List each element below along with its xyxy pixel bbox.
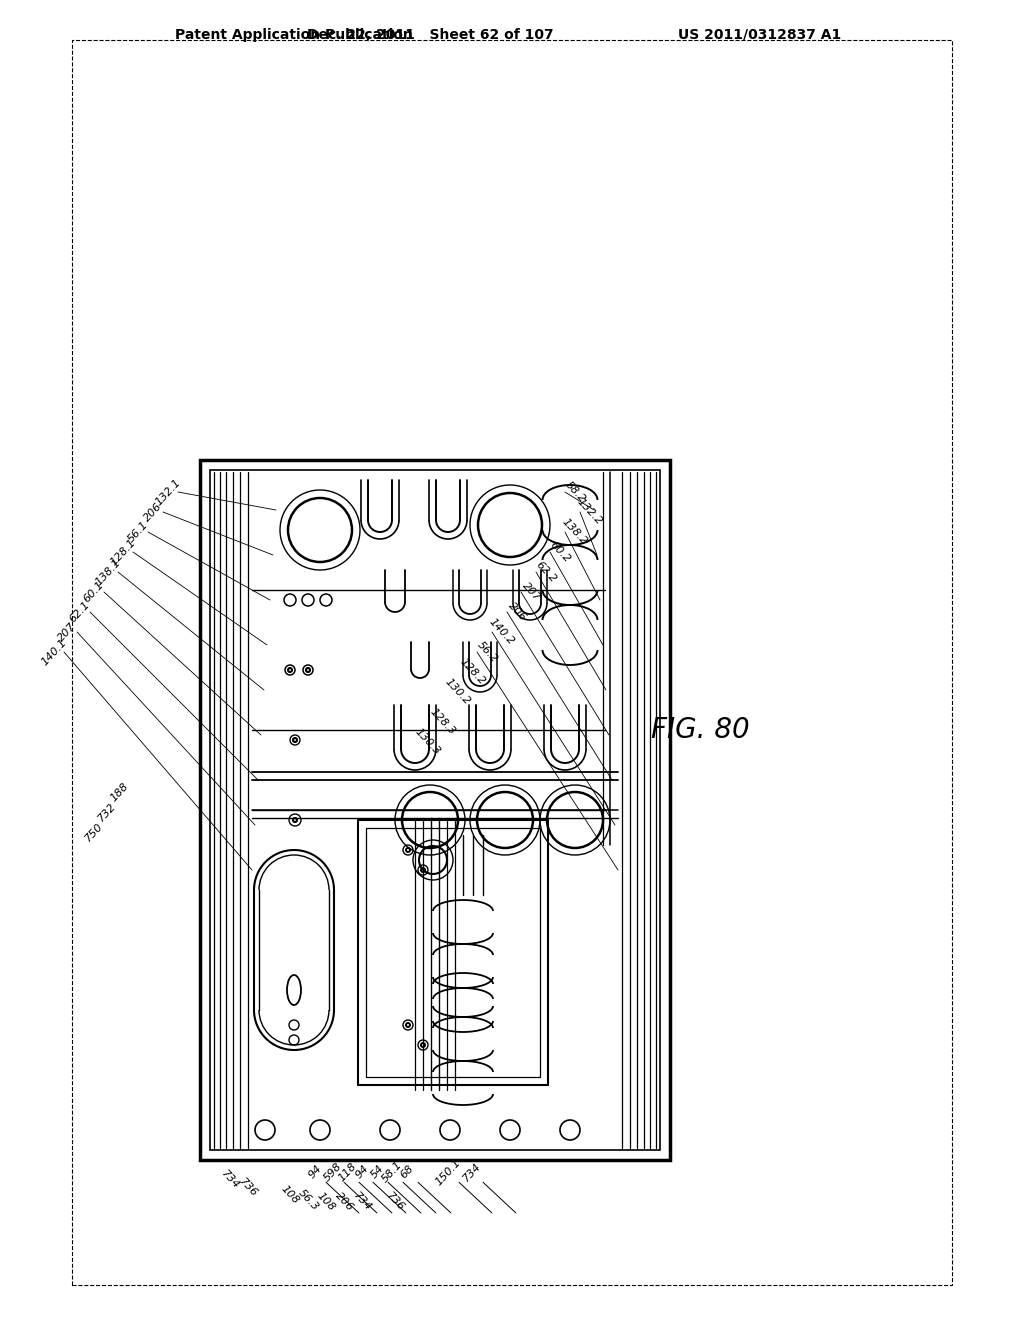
Text: 207: 207 xyxy=(520,581,542,603)
Text: 118: 118 xyxy=(337,1160,359,1183)
Text: 598: 598 xyxy=(323,1160,344,1183)
Text: 206: 206 xyxy=(333,1191,355,1213)
Text: 56.3: 56.3 xyxy=(296,1188,321,1213)
Text: 128.2: 128.2 xyxy=(459,657,487,688)
Text: 150.1: 150.1 xyxy=(433,1156,463,1187)
Text: 206: 206 xyxy=(142,500,164,523)
Text: 60.1: 60.1 xyxy=(82,579,106,605)
Bar xyxy=(200,459,670,1160)
Text: 62.2: 62.2 xyxy=(534,560,558,585)
Text: 132.2: 132.2 xyxy=(575,496,604,527)
Text: 130.3: 130.3 xyxy=(414,727,442,758)
Text: Patent Application Publication: Patent Application Publication xyxy=(175,28,413,42)
Text: 60.2: 60.2 xyxy=(548,540,572,565)
Text: 128.1: 128.1 xyxy=(109,537,137,568)
Text: 750: 750 xyxy=(83,821,104,843)
Text: Dec. 22, 2011   Sheet 62 of 107: Dec. 22, 2011 Sheet 62 of 107 xyxy=(306,28,553,42)
Text: 58.2: 58.2 xyxy=(563,479,587,504)
Text: 68: 68 xyxy=(398,1163,416,1180)
Text: 54: 54 xyxy=(369,1163,385,1180)
Text: 188: 188 xyxy=(109,780,131,804)
Text: FIG. 80: FIG. 80 xyxy=(650,715,750,744)
Text: 130.2: 130.2 xyxy=(443,677,472,708)
Text: 734: 734 xyxy=(219,1168,241,1191)
Text: 736: 736 xyxy=(384,1191,406,1213)
Text: 56.1: 56.1 xyxy=(126,520,151,545)
Text: 108: 108 xyxy=(315,1191,337,1213)
Text: 62.1: 62.1 xyxy=(68,599,92,624)
Text: 734: 734 xyxy=(461,1160,483,1183)
Bar xyxy=(72,40,952,1284)
Text: 140.2: 140.2 xyxy=(487,616,516,647)
Text: 736: 736 xyxy=(237,1176,259,1200)
Bar xyxy=(210,470,660,1150)
Text: 207: 207 xyxy=(56,620,78,643)
Text: 206: 206 xyxy=(506,601,528,623)
Text: 732: 732 xyxy=(96,801,118,824)
Text: 94: 94 xyxy=(353,1163,371,1180)
Text: 734: 734 xyxy=(351,1191,373,1213)
Text: 132.1: 132.1 xyxy=(154,477,182,507)
Text: 108: 108 xyxy=(280,1184,301,1206)
Text: 128.3: 128.3 xyxy=(428,708,458,737)
Text: 138.2: 138.2 xyxy=(560,517,590,546)
Text: 138.1: 138.1 xyxy=(93,557,123,587)
Text: 94: 94 xyxy=(306,1163,324,1180)
Text: 140.1: 140.1 xyxy=(40,636,69,667)
Bar xyxy=(366,828,540,1077)
Bar xyxy=(358,820,548,1085)
Text: 58.1: 58.1 xyxy=(380,1159,404,1184)
Text: 56.2: 56.2 xyxy=(475,639,499,664)
Text: US 2011/0312837 A1: US 2011/0312837 A1 xyxy=(678,28,842,42)
